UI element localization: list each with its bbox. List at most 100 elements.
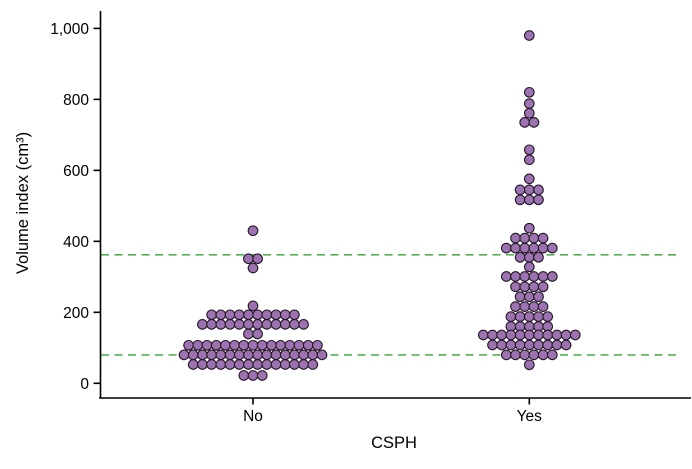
data-point: [252, 349, 263, 361]
y-tick-label: 1,000: [50, 21, 89, 38]
data-point: [298, 319, 309, 330]
data-point: [487, 339, 498, 351]
data-point: [537, 301, 549, 312]
data-point: [197, 349, 208, 361]
data-point: [187, 349, 199, 361]
data-point: [514, 339, 526, 351]
data-point: [252, 328, 263, 340]
data-point: [519, 117, 531, 128]
data-point: [243, 328, 254, 340]
data-point: [270, 349, 282, 361]
data-point: [289, 349, 300, 361]
data-point: [261, 349, 273, 361]
data-point: [514, 184, 526, 196]
data-point: [220, 339, 231, 351]
data-point: [261, 309, 273, 321]
data-point: [523, 339, 535, 351]
data-point: [477, 329, 489, 341]
data-point: [215, 349, 227, 361]
data-point: [510, 349, 521, 361]
data-point: [233, 359, 245, 370]
data-point: [206, 349, 217, 361]
data-point: [533, 184, 544, 196]
data-point: [289, 359, 300, 370]
data-point: [187, 359, 199, 370]
data-point: [252, 309, 263, 321]
data-point: [215, 309, 227, 321]
data-point: [537, 281, 549, 293]
data-point: [505, 329, 517, 341]
data-point: [206, 309, 217, 321]
data-point: [523, 98, 535, 109]
data-point: [510, 301, 521, 312]
data-point: [533, 291, 544, 303]
data-point: [514, 194, 526, 206]
data-point: [261, 359, 273, 370]
data-point: [510, 242, 521, 254]
data-point: [523, 173, 535, 185]
data-point: [523, 251, 535, 263]
data-point: [243, 319, 254, 330]
data-point: [247, 370, 259, 381]
data-point: [252, 359, 263, 370]
data-point: [510, 271, 521, 282]
y-tick-label: 600: [63, 163, 89, 180]
y-tick-label: 0: [80, 376, 89, 393]
data-point: [505, 311, 517, 322]
data-point: [514, 311, 526, 322]
data-point: [528, 301, 540, 312]
data-point: [546, 271, 558, 282]
data-point: [289, 319, 300, 330]
data-point: [247, 339, 259, 351]
data-point: [197, 359, 208, 370]
data-point: [514, 291, 526, 303]
data-point: [560, 339, 572, 351]
data-point: [183, 339, 194, 351]
x-axis-title: CSPH: [371, 434, 417, 452]
reference-lines-layer: [101, 254, 678, 356]
data-point: [279, 349, 291, 361]
data-points-layer: [178, 30, 581, 381]
data-point: [533, 329, 544, 341]
data-point: [496, 329, 508, 341]
data-point: [523, 359, 535, 371]
data-point: [279, 359, 291, 370]
data-point: [266, 339, 277, 351]
labels-layer: Volume index (cm³) CSPH 0 200 400 600 800 1,0…: [14, 21, 542, 452]
data-point: [523, 291, 535, 303]
data-point: [178, 349, 190, 361]
data-point: [510, 281, 521, 293]
data-point: [560, 329, 572, 341]
data-point: [270, 309, 282, 321]
data-point: [523, 144, 535, 156]
data-point: [528, 281, 540, 293]
data-point: [206, 319, 217, 330]
data-point: [279, 319, 291, 330]
data-point: [528, 117, 540, 128]
data-point: [533, 194, 544, 206]
data-point: [523, 154, 535, 166]
data-point: [528, 232, 540, 244]
data-point: [528, 349, 540, 361]
data-point: [210, 339, 222, 351]
data-point: [537, 349, 549, 361]
data-point: [224, 349, 236, 361]
data-point: [206, 359, 217, 370]
data-point: [279, 309, 291, 321]
data-point: [247, 300, 259, 312]
data-point: [233, 349, 245, 361]
data-point: [201, 339, 213, 351]
data-point: [302, 339, 314, 351]
data-point: [238, 370, 250, 381]
data-point: [533, 251, 544, 263]
data-point: [256, 370, 268, 381]
data-point: [487, 329, 498, 341]
data-point: [528, 271, 540, 282]
data-point: [519, 349, 531, 361]
data-point: [243, 349, 254, 361]
data-point: [519, 281, 531, 293]
data-point: [500, 349, 512, 361]
data-point: [542, 339, 554, 351]
data-point: [528, 242, 540, 254]
